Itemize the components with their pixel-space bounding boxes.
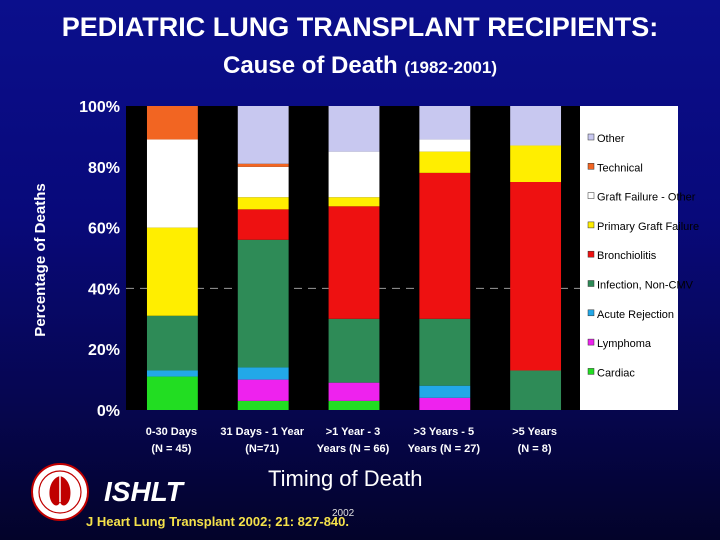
bar-segment-lymphoma-4	[419, 397, 471, 410]
legend-label-technical: Technical	[597, 162, 643, 174]
subtitle-text: Cause of Death	[223, 52, 398, 79]
y-tick-label-60: 60%	[88, 221, 120, 238]
legend-label-primary-graft-failure: Primary Graft Failure	[597, 221, 699, 233]
x-tick-sublabel-1: (N = 45)	[151, 443, 191, 455]
bar-segment-other-5	[510, 106, 562, 146]
legend-label-bronchiolitis: Bronchiolitis	[597, 250, 657, 262]
bar-segment-primary-graft-failure-4	[419, 151, 471, 173]
bar-segment-infection-non-cmv-3	[328, 318, 380, 383]
bar-segment-graft-failure-other-3	[328, 151, 380, 198]
bar-segment-acute-rejection-2	[237, 367, 289, 380]
bar-segment-technical-2	[237, 163, 289, 167]
x-tick-sublabel-5: (N = 8)	[518, 443, 552, 455]
bar-segment-infection-non-cmv-2	[237, 239, 289, 368]
bar-segment-graft-failure-other-4	[419, 139, 471, 152]
y-axis-title: Percentage of Deaths	[32, 183, 49, 336]
y-tick-label-80: 80%	[88, 160, 120, 177]
bar-segment-graft-failure-other-1	[146, 139, 198, 228]
bar-segment-acute-rejection-1	[146, 370, 198, 377]
bar-segment-lymphoma-3	[328, 382, 380, 401]
legend-swatch-primary-graft-failure	[587, 221, 595, 229]
legend-swatch-cardiac	[587, 368, 595, 375]
legend-swatch-technical	[587, 163, 595, 170]
bar-segment-bronchiolitis-4	[419, 172, 471, 319]
bar-segment-bronchiolitis-2	[237, 209, 289, 240]
y-tick-label-20: 20%	[88, 342, 120, 359]
x-tick-sublabel-3: Years (N = 66)	[317, 443, 390, 455]
legend-label-cardiac: Cardiac	[597, 367, 635, 379]
subtitle-years: (1982-2001)	[404, 58, 497, 77]
bar-segment-bronchiolitis-3	[328, 206, 380, 319]
bar-segment-technical-1	[146, 106, 198, 140]
legend-label-other: Other	[597, 133, 625, 145]
legend-swatch-other	[587, 133, 595, 141]
legend-label-infection-non-cmv: Infection, Non-CMV	[597, 280, 694, 292]
bar-segment-infection-non-cmv-1	[146, 315, 198, 371]
y-tick-label-100: 100%	[79, 99, 120, 116]
chart-subtitle: Cause of Death (1982-2001)	[0, 52, 720, 80]
legend-label-acute-rejection: Acute Rejection	[597, 309, 674, 321]
bar-segment-cardiac-1	[146, 376, 198, 410]
x-tick-sublabel-4: Years (N = 27)	[408, 443, 481, 455]
legend-swatch-graft-failure-other	[587, 192, 595, 199]
y-tick-label-0: 0%	[97, 403, 120, 420]
ishlt-brand: ISHLT	[104, 476, 183, 507]
bar-segment-bronchiolitis-5	[510, 182, 562, 371]
x-tick-label-3: >1 Year - 3	[326, 426, 381, 438]
bar-segment-primary-graft-failure-1	[146, 227, 198, 316]
year-mark: 2002	[332, 508, 355, 519]
bar-segment-other-3	[328, 106, 380, 152]
bar-segment-infection-non-cmv-4	[419, 318, 471, 386]
chart-title: PEDIATRIC LUNG TRANSPLANT RECIPIENTS:	[61, 12, 659, 42]
bar-segment-other-2	[237, 106, 289, 164]
x-tick-label-4: >3 Years - 5	[413, 426, 474, 438]
bar-segment-primary-graft-failure-5	[510, 145, 562, 182]
legend-label-graft-failure-other: Graft Failure - Other	[597, 192, 696, 204]
citation: J Heart Lung Transplant 2002; 21: 827-84…	[86, 514, 349, 529]
bar-segment-other-4	[419, 106, 471, 140]
bar-segment-cardiac-2	[237, 400, 289, 410]
bar-segment-acute-rejection-4	[419, 385, 471, 398]
x-tick-label-2: 31 Days - 1 Year	[220, 426, 304, 438]
legend-swatch-lymphoma	[587, 338, 595, 346]
legend-swatch-bronchiolitis	[587, 250, 595, 258]
bar-segment-infection-non-cmv-5	[510, 370, 562, 410]
x-tick-label-1: 0-30 Days	[146, 426, 197, 438]
bar-segment-primary-graft-failure-2	[237, 197, 289, 210]
legend-swatch-infection-non-cmv	[587, 280, 595, 287]
x-tick-label-5: >5 Years	[512, 426, 557, 438]
y-tick-label-40: 40%	[88, 281, 120, 298]
bar-segment-cardiac-3	[328, 400, 380, 410]
ishlt-seal-logo	[30, 462, 90, 527]
x-tick-sublabel-2: (N=71)	[245, 443, 279, 455]
x-axis-title: Timing of Death	[268, 466, 423, 491]
legend-swatch-acute-rejection	[587, 309, 595, 317]
legend-label-lymphoma: Lymphoma	[597, 338, 652, 350]
bar-segment-graft-failure-other-2	[237, 166, 289, 198]
bar-segment-lymphoma-2	[237, 379, 289, 401]
bar-segment-primary-graft-failure-3	[328, 197, 380, 207]
